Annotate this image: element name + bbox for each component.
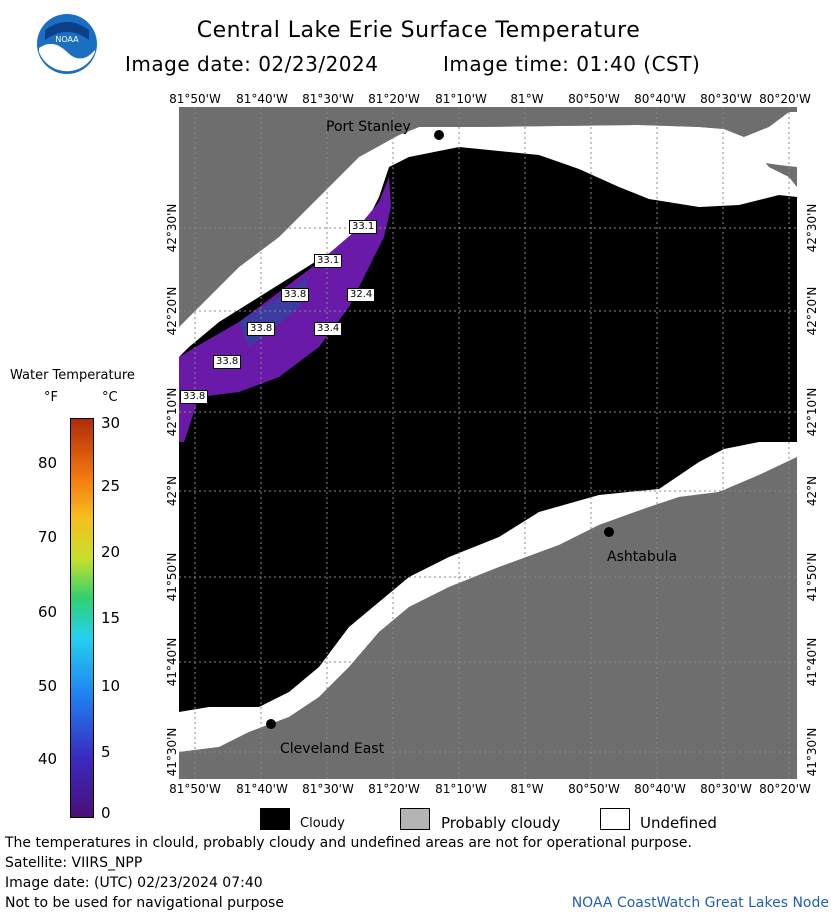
fahrenheit-tick-label: 50 [38, 677, 58, 695]
latitude-tick-label: 41°40'N [165, 637, 179, 687]
navigation-warning: Not to be used for navigational purpose [5, 895, 284, 911]
legend-title: Water Temperature [10, 368, 135, 383]
image-time: Image time: 01:40 (CST) [443, 52, 701, 76]
ashtabula-label: Ashtabula [607, 549, 677, 565]
longitude-tick-label: 80°20'W [759, 92, 811, 106]
longitude-tick-label: 81°50'W [169, 92, 221, 106]
celsius-tick-label: 10 [101, 677, 121, 695]
latitude-tick-label: 41°30'N [805, 727, 819, 777]
longitude-tick-label: 81°40'W [236, 782, 288, 796]
longitude-tick-label: 80°40'W [634, 92, 686, 106]
latitude-tick-label: 42°30'N [165, 203, 179, 253]
longitude-tick-label: 81°30'W [302, 782, 354, 796]
latitude-tick-label: 42°10'N [805, 387, 819, 437]
surface-temperature-map: Port Stanley Ashtabula Cleveland East [179, 107, 797, 779]
longitude-tick-label: 81°W [510, 782, 544, 796]
longitude-tick-label: 81°20'W [368, 782, 420, 796]
longitude-tick-label: 81°W [510, 92, 544, 106]
fahrenheit-tick-label: 60 [38, 603, 58, 621]
south-shore-land [179, 457, 797, 779]
latitude-tick-label: 41°40'N [805, 637, 819, 687]
celsius-tick-label: 5 [101, 743, 111, 761]
celsius-tick-label: 20 [101, 543, 121, 561]
image-date: Image date: 02/23/2024 [125, 52, 379, 76]
temperature-color-scale [70, 418, 94, 818]
satellite-text: Satellite: VIIRS_NPP [5, 855, 143, 871]
cloudy-swatch [260, 808, 290, 830]
celsius-tick-label: 25 [101, 477, 121, 495]
temp-label: 33.1 [349, 220, 378, 234]
celsius-tick-label: 0 [101, 804, 111, 822]
legend-c-header: °C [102, 390, 118, 405]
credit-text: NOAA CoastWatch Great Lakes Node [571, 895, 829, 911]
temp-label: 33.8 [281, 288, 310, 302]
latitude-tick-label: 42°30'N [805, 203, 819, 253]
temp-label: 33.4 [314, 322, 343, 336]
longitude-tick-label: 80°50'W [568, 92, 620, 106]
longitude-tick-label: 80°40'W [634, 782, 686, 796]
longitude-tick-label: 81°10'W [435, 782, 487, 796]
cloudy-key-label: Cloudy [300, 816, 345, 831]
longitude-tick-label: 80°30'W [700, 782, 752, 796]
fahrenheit-tick-label: 40 [38, 750, 58, 768]
latitude-tick-label: 42°10'N [165, 387, 179, 437]
longitude-tick-label: 80°30'W [700, 92, 752, 106]
map-title: Central Lake Erie Surface Temperature [196, 18, 641, 43]
legend-f-header: °F [44, 390, 58, 405]
disclaimer-text: The temperatures in clould, probably clo… [5, 835, 692, 851]
latitude-tick-label: 41°50'N [805, 552, 819, 602]
latitude-tick-label: 41°50'N [165, 552, 179, 602]
south-undefined-band [179, 442, 797, 752]
probably-cloudy-swatch [400, 808, 430, 830]
celsius-tick-label: 30 [101, 414, 121, 432]
celsius-tick-label: 15 [101, 609, 121, 627]
fahrenheit-tick-label: 80 [38, 454, 58, 472]
longitude-tick-label: 80°50'W [568, 782, 620, 796]
utc-date-text: Image date: (UTC) 02/23/2024 07:40 [5, 875, 263, 891]
latitude-tick-label: 42°N [805, 475, 819, 507]
noaa-logo-icon: NOAA [37, 14, 97, 74]
latitude-tick-label: 41°30'N [165, 727, 179, 777]
undefined-swatch [600, 808, 630, 830]
temp-label: 33.1 [314, 254, 343, 268]
longitude-tick-label: 81°50'W [169, 782, 221, 796]
northeast-undefined-patch [744, 112, 797, 167]
temp-label: 33.8 [180, 390, 209, 404]
undefined-key-label: Undefined [640, 814, 717, 832]
longitude-tick-label: 81°30'W [302, 92, 354, 106]
longitude-tick-label: 80°20'W [759, 782, 811, 796]
ashtabula-marker [604, 527, 614, 537]
longitude-tick-label: 81°10'W [435, 92, 487, 106]
north-undefined-band [179, 125, 797, 357]
cleveland-east-label: Cleveland East [280, 741, 385, 757]
logo-text: NOAA [55, 35, 79, 44]
longitude-tick-label: 81°20'W [368, 92, 420, 106]
fahrenheit-tick-label: 70 [38, 528, 58, 546]
longitude-tick-label: 81°40'W [236, 92, 288, 106]
temp-label: 32.4 [347, 288, 376, 302]
latitude-tick-label: 42°N [165, 475, 179, 507]
latitude-tick-label: 42°20'N [805, 286, 819, 336]
cleveland-east-marker [266, 719, 276, 729]
port-stanley-marker [434, 130, 444, 140]
probably-cloudy-key-label: Probably cloudy [441, 814, 561, 832]
graticule [179, 107, 797, 779]
port-stanley-label: Port Stanley [326, 119, 411, 135]
north-shore-land [179, 107, 797, 327]
temp-label: 33.8 [213, 355, 242, 369]
temp-label: 33.8 [247, 322, 276, 336]
latitude-tick-label: 42°20'N [165, 286, 179, 336]
